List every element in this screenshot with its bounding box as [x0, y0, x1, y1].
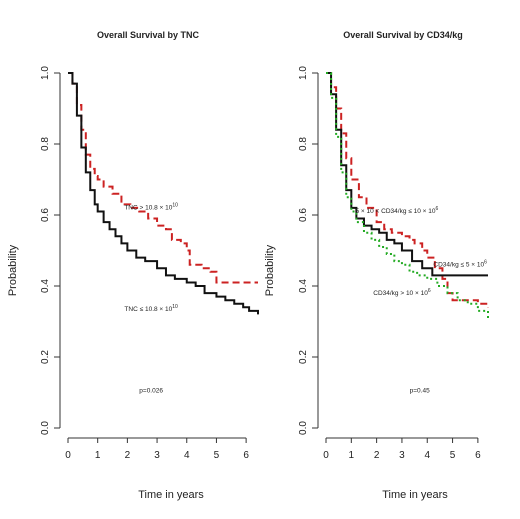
x-axis-label: Time in years	[382, 489, 448, 501]
y-axis-label: Probability	[264, 244, 276, 296]
y-tick-label: 1.0	[298, 66, 309, 80]
survival-curve-dashed	[68, 72, 258, 284]
curve-annotation: CD34/kg ≤ 5 × 106	[433, 259, 487, 268]
x-tick-label: 6	[243, 450, 249, 461]
x-tick-label: 5	[214, 450, 220, 461]
x-tick-label: 2	[125, 450, 131, 461]
x-tick-label: 6	[475, 450, 481, 461]
x-tick-label: 5	[450, 450, 456, 461]
chart-title: Overall Survival by TNC	[97, 30, 200, 40]
x-tick-label: 3	[154, 450, 160, 461]
y-tick-label: 0.8	[40, 137, 51, 151]
y-tick-label: 1.0	[40, 66, 51, 80]
x-tick-label: 2	[374, 450, 380, 461]
y-tick-label: 0.0	[40, 421, 51, 435]
survival-curve-dotted	[326, 72, 489, 318]
tnc-survival-panel: Overall Survival by TNC 0.0 0.2 0.4 0.6 0.8 1.…	[7, 30, 259, 501]
curve-annotation: TNC > 10.8 × 1010	[124, 203, 178, 212]
y-tick-label: 0.4	[40, 279, 51, 293]
curve-annotation: TNC ≤ 10.8 × 1010	[124, 304, 178, 313]
x-tick-label: 4	[424, 450, 430, 461]
p-value-label: p=0.026	[139, 388, 163, 395]
cd34-survival-panel: Overall Survival by CD34/kg 0.0 0.2 0.4 0.6 0…	[264, 30, 489, 501]
y-tick-label: 0.6	[298, 208, 309, 222]
survival-curve-solid	[68, 72, 259, 315]
y-axis-label: Probability	[7, 244, 19, 296]
y-tick-label: 0.8	[298, 137, 309, 151]
x-tick-label: 1	[95, 450, 101, 461]
y-tick-label: 0.2	[298, 350, 309, 364]
chart-title: Overall Survival by CD34/kg	[343, 30, 463, 40]
x-tick-label: 3	[399, 450, 405, 461]
x-tick-label: 1	[349, 450, 355, 461]
y-tick-label: 0.2	[40, 350, 51, 364]
p-value-label: p=0.45	[410, 388, 430, 395]
curve-annotation: CD34/kg > 10 × 106	[373, 288, 431, 297]
y-tick-label: 0.0	[298, 421, 309, 435]
x-axis-label: Time in years	[138, 489, 204, 501]
survival-curve-solid	[326, 72, 488, 277]
x-tick-label: 0	[323, 450, 329, 461]
curve-annotation: 5 × 10 < CD34/kg ≤ 10 × 106	[355, 206, 438, 215]
y-tick-label: 0.6	[40, 208, 51, 222]
x-tick-label: 4	[184, 450, 190, 461]
survival-curve-dashed	[326, 72, 489, 308]
x-tick-label: 0	[65, 450, 71, 461]
y-tick-label: 0.4	[298, 279, 309, 293]
